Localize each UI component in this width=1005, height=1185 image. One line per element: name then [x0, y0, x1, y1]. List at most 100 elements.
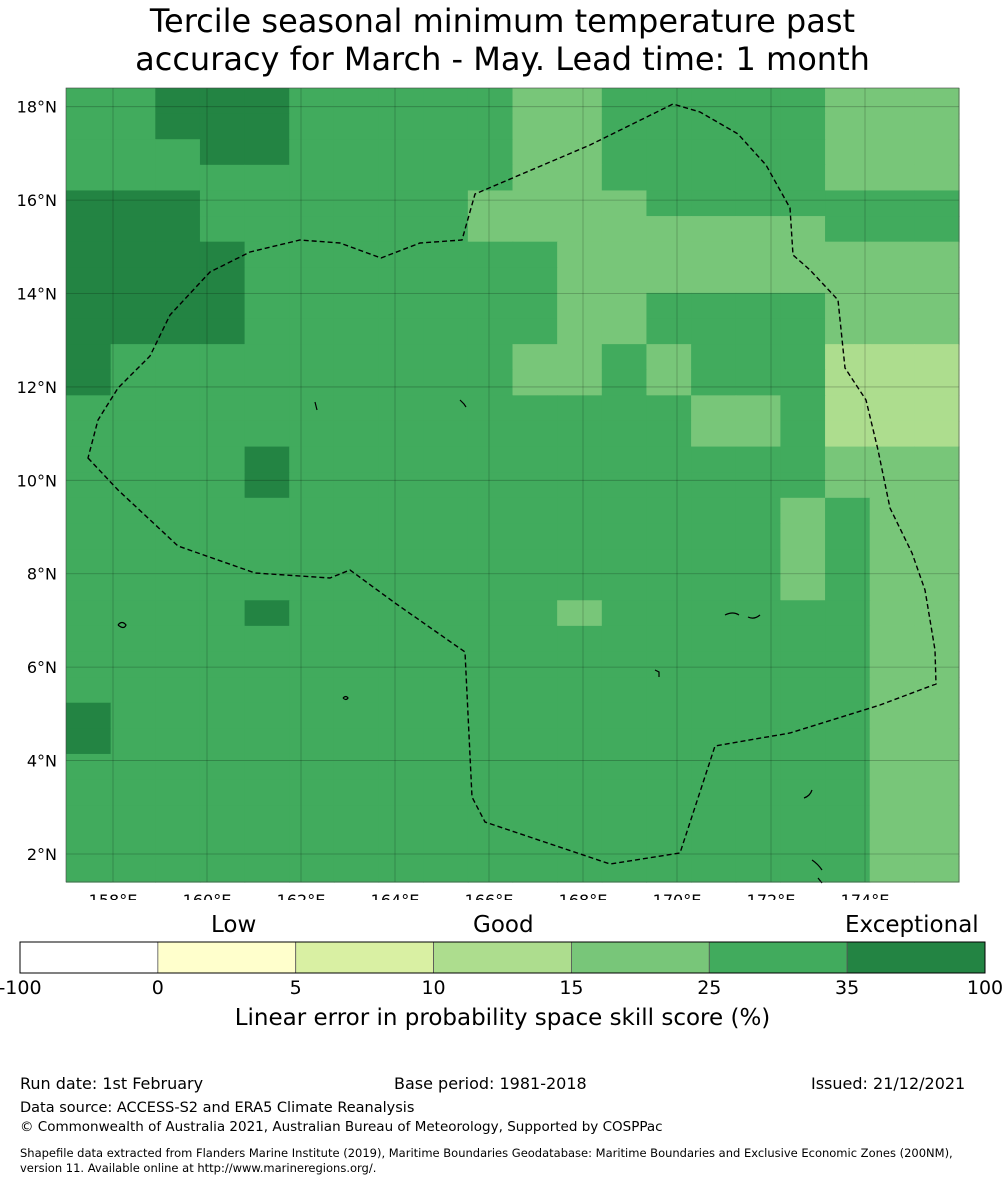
grid-cell: [914, 651, 960, 678]
grid-cell: [691, 420, 737, 448]
longitude-label: 170°E: [653, 891, 702, 900]
grid-cell: [914, 267, 960, 294]
grid-cell: [691, 549, 737, 576]
grid-cell: [110, 753, 156, 781]
grid-cell: [512, 472, 558, 499]
grid-cell: [780, 472, 826, 499]
grid-cell: [691, 446, 737, 473]
grid-cell: [199, 549, 246, 576]
grid-cell: [780, 139, 826, 166]
grid-cell: [467, 702, 514, 729]
grid-cell: [423, 651, 469, 678]
grid-cell: [155, 139, 201, 166]
grid-cell: [66, 702, 112, 729]
grid-cell: [155, 574, 201, 601]
grid-cell: [155, 856, 201, 883]
grid-cell: [646, 625, 692, 653]
grid-cell: [825, 139, 871, 166]
grid-cell: [66, 600, 112, 627]
grid-cell: [289, 369, 335, 396]
grid-cell: [601, 216, 648, 243]
grid-cell: [869, 779, 915, 806]
grid-cell: [66, 472, 112, 499]
grid-cell: [601, 344, 648, 371]
grid-cell: [825, 88, 871, 115]
grid-cell: [735, 420, 781, 448]
grid-cell: [691, 702, 737, 729]
grid-cell: [199, 267, 246, 294]
grid-cell: [289, 88, 335, 115]
grid-cell: [691, 472, 737, 499]
grid-cell: [601, 753, 648, 781]
grid-cell: [825, 113, 871, 140]
grid-cell: [780, 395, 826, 422]
grid-cell: [199, 856, 246, 883]
grid-cell: [914, 805, 960, 832]
island-outline: [724, 612, 761, 619]
grid-cell: [110, 651, 156, 678]
grid-cell: [914, 702, 960, 729]
grid-cell: [423, 549, 469, 576]
colorbar-segment: [571, 941, 710, 974]
grid-cell: [914, 830, 960, 857]
grid-cell: [66, 728, 112, 755]
grid-cell: [423, 190, 469, 217]
grid-cell: [780, 344, 826, 371]
grid-cell: [691, 369, 737, 396]
grid-cell: [512, 728, 558, 755]
grid-cell: [289, 113, 335, 140]
grid-cell: [110, 728, 156, 755]
grid-cell: [155, 344, 201, 371]
grid-cell: [646, 753, 692, 781]
grid-cell: [869, 472, 915, 499]
grid-cell: [869, 241, 915, 268]
grid-cell: [423, 600, 469, 627]
grid-cell: [825, 549, 871, 576]
grid-cell: [780, 88, 826, 115]
grid-cell: [914, 600, 960, 627]
grid-cell: [289, 830, 335, 857]
grid-cell: [378, 574, 424, 601]
grid-cell: [735, 241, 781, 268]
grid-cell: [244, 856, 290, 883]
longitude-labels: 158°E 160°E 162°E 164°E 166°E 168°E 170°E 172°E…: [89, 891, 890, 900]
grid-cell: [557, 574, 603, 601]
grid-cell: [691, 344, 737, 371]
grid-cell: [914, 139, 960, 166]
latitude-label: 18°N: [17, 98, 57, 117]
grid-cell: [66, 625, 112, 653]
grid-cell: [467, 651, 514, 678]
grid-cell: [557, 216, 603, 243]
grid-cell: [289, 651, 335, 678]
grid-cell: [780, 677, 826, 704]
longitude-label: 164°E: [371, 891, 420, 900]
grid-cell: [780, 549, 826, 576]
grid-cell: [378, 625, 424, 653]
grid-cell: [467, 344, 514, 371]
grid-cell: [780, 600, 826, 627]
grid-cell: [914, 446, 960, 473]
grid-cell: [289, 190, 335, 217]
longitude-label: 166°E: [465, 891, 514, 900]
grid-cell: [244, 267, 290, 294]
grid-cell: [467, 856, 514, 883]
grid-cell: [155, 241, 201, 268]
grid-cell: [378, 446, 424, 473]
grid-cell: [735, 574, 781, 601]
grid-cell: [423, 702, 469, 729]
grid-cell: [646, 216, 692, 243]
grid-cell: [378, 318, 424, 345]
grid-cell: [601, 318, 648, 345]
grid-cell: [825, 625, 871, 653]
grid-cell: [155, 318, 201, 345]
grid-cell: [825, 651, 871, 678]
grid-cell: [869, 830, 915, 857]
grid-cell: [289, 574, 335, 601]
grid-cell: [66, 318, 112, 345]
grid-cell: [601, 779, 648, 806]
colorbar-label: Linear error in probability space skill …: [234, 1005, 771, 1031]
grid-cell: [155, 702, 201, 729]
grid-cell: [869, 523, 915, 550]
grid-cell: [423, 497, 469, 525]
colorbar-category-low: Low: [211, 912, 257, 938]
